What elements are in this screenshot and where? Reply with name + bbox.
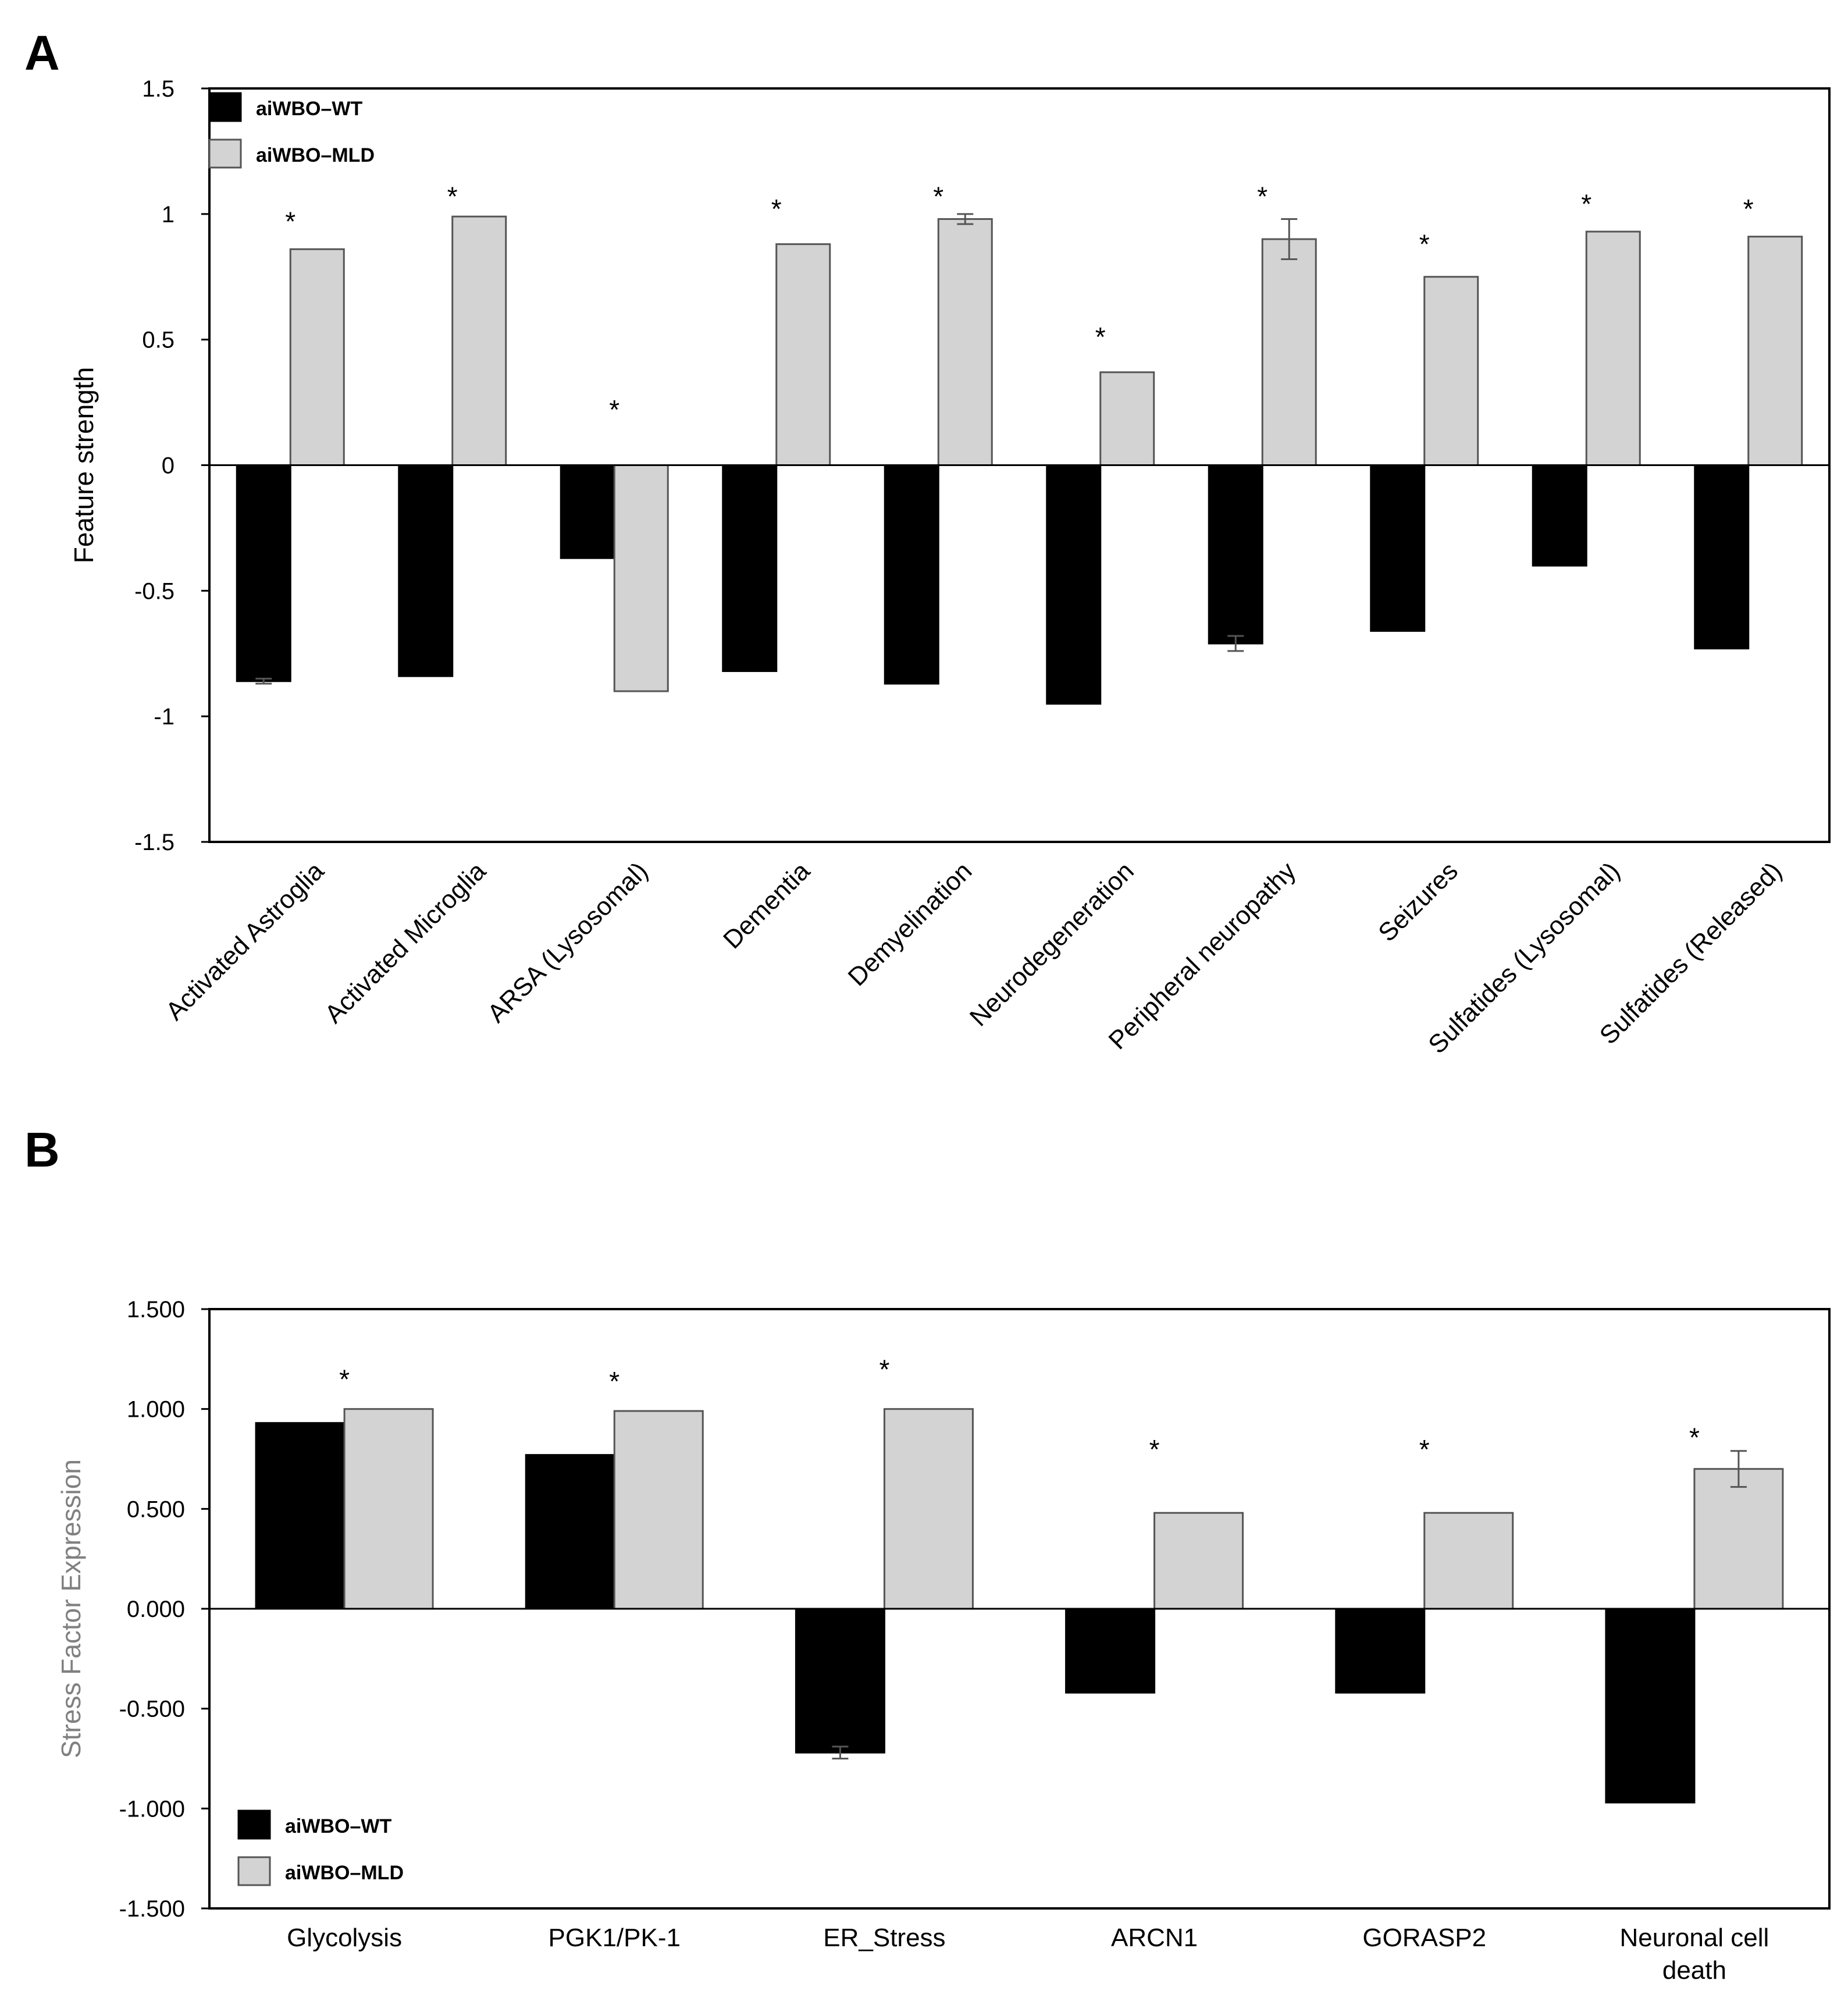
significance-star: * bbox=[1257, 181, 1267, 211]
bar-mld-a bbox=[1585, 230, 1641, 466]
x-category-label: ARSA (Lysosomal) bbox=[482, 856, 654, 1028]
bar-mld-a bbox=[1423, 276, 1479, 466]
x-category-label: Activated Microglia bbox=[319, 856, 492, 1029]
x-category-label: Glycolysis bbox=[287, 1924, 402, 1952]
legend-swatch bbox=[208, 138, 242, 169]
legend-label: aiWBO–WT bbox=[285, 1815, 391, 1837]
bar-mld-b bbox=[613, 1410, 704, 1610]
bar-wt-a bbox=[398, 464, 454, 677]
y-tick-label: -0.500 bbox=[119, 1697, 185, 1722]
x-category-label: Peripheral neuropathy bbox=[1103, 856, 1302, 1055]
significance-star: * bbox=[1095, 322, 1106, 352]
bar-wt-b bbox=[255, 1422, 346, 1610]
y-tick-label: 0 bbox=[162, 453, 175, 479]
bar-wt-a bbox=[1046, 464, 1102, 705]
bar-wt-a bbox=[236, 464, 291, 682]
x-category-label: Neuronal cell death bbox=[1620, 1924, 1769, 1985]
significance-star: * bbox=[1743, 194, 1754, 224]
chart-b: -1.500 -1.000 -0.500 0.000 0.500 1.000 1.500 St… bbox=[56, 1297, 1831, 1985]
chart-a: -1.5 -1 -0.5 0 0.5 1 1.5 Feature strength * Activ… bbox=[69, 76, 1831, 1060]
bar-mld-b bbox=[343, 1408, 434, 1610]
y-axis-label-b: Stress Factor Expression bbox=[56, 1459, 86, 1758]
significance-star: * bbox=[339, 1364, 350, 1395]
significance-star: * bbox=[1149, 1434, 1160, 1464]
bar-mld-b bbox=[1153, 1512, 1244, 1610]
bar-mld-a bbox=[1261, 238, 1317, 466]
significance-star: * bbox=[879, 1354, 889, 1385]
bar-wt-b bbox=[795, 1608, 885, 1754]
y-tick-label: -1.5 bbox=[134, 830, 175, 855]
bar-mld-a bbox=[1099, 371, 1155, 466]
y-tick-label: 0.5 bbox=[142, 328, 175, 353]
bar-wt-b bbox=[1605, 1608, 1696, 1804]
significance-star: * bbox=[1689, 1422, 1700, 1452]
y-tick-label: 1.5 bbox=[142, 76, 175, 102]
x-category-label: Demyelination bbox=[843, 856, 978, 991]
legend-swatch bbox=[237, 1856, 271, 1886]
bar-wt-a bbox=[1208, 464, 1263, 645]
bar-mld-b bbox=[1423, 1512, 1514, 1610]
bar-mld-a bbox=[289, 248, 345, 466]
bar-wt-b bbox=[1065, 1608, 1156, 1694]
bar-wt-a bbox=[722, 464, 778, 672]
y-tick-label: 0.500 bbox=[127, 1496, 185, 1522]
significance-star: * bbox=[285, 206, 295, 236]
x-category-label: ER_Stress bbox=[823, 1924, 945, 1952]
bar-wt-a bbox=[1532, 464, 1587, 567]
x-category-label: Activated Astroglia bbox=[161, 856, 330, 1026]
significance-star: * bbox=[1419, 229, 1430, 259]
bar-mld-a bbox=[613, 464, 669, 692]
significance-star: * bbox=[609, 394, 619, 425]
x-category-label: PGK1/PK-1 bbox=[549, 1924, 681, 1952]
significance-star: * bbox=[933, 181, 943, 211]
y-tick-label: -1.000 bbox=[119, 1796, 185, 1822]
bar-mld-a bbox=[1747, 236, 1803, 466]
legend-label: aiWBO–MLD bbox=[256, 144, 375, 166]
x-category-label: Neurodegeneration bbox=[964, 856, 1140, 1032]
y-axis-label-a: Feature strength bbox=[69, 367, 99, 564]
bar-mld-b bbox=[883, 1408, 974, 1610]
significance-star: * bbox=[1419, 1434, 1430, 1464]
bar-mld-b bbox=[1693, 1468, 1784, 1610]
legend-swatch bbox=[208, 92, 242, 122]
bar-wt-a bbox=[1694, 464, 1750, 650]
x-category-label: ARCN1 bbox=[1111, 1924, 1198, 1952]
legend-label: aiWBO–MLD bbox=[285, 1862, 404, 1884]
bar-wt-a bbox=[1370, 464, 1426, 632]
x-category-label: Dementia bbox=[718, 856, 816, 954]
y-tick-label: 1.000 bbox=[127, 1397, 185, 1423]
y-tick-label: -0.5 bbox=[134, 578, 175, 604]
legend-swatch bbox=[237, 1809, 271, 1840]
significance-star: * bbox=[1581, 189, 1591, 219]
x-category-label: GORASP2 bbox=[1362, 1924, 1486, 1952]
x-category-label: Seizures bbox=[1373, 856, 1464, 947]
panel-label-a: A bbox=[24, 26, 60, 80]
bar-wt-b bbox=[525, 1454, 615, 1610]
panel-label-b: B bbox=[24, 1122, 60, 1177]
y-tick-label: 0.000 bbox=[127, 1597, 185, 1622]
bar-mld-a bbox=[451, 215, 507, 466]
significance-star: * bbox=[609, 1366, 619, 1396]
bar-mld-a bbox=[775, 243, 831, 466]
y-tick-label: -1 bbox=[154, 704, 175, 730]
legend-label: aiWBO–WT bbox=[256, 98, 362, 120]
bar-wt-a bbox=[884, 464, 939, 685]
bar-wt-b bbox=[1335, 1608, 1426, 1694]
y-tick-label: 1.500 bbox=[127, 1297, 185, 1322]
bar-wt-a bbox=[560, 464, 615, 559]
x-category-label: Sulfatides (Released) bbox=[1594, 856, 1788, 1050]
y-tick-label: 1 bbox=[162, 202, 175, 227]
significance-star: * bbox=[447, 181, 458, 211]
y-tick-label: -1.500 bbox=[119, 1896, 185, 1922]
significance-star: * bbox=[771, 194, 782, 224]
bar-mld-a bbox=[937, 218, 993, 466]
